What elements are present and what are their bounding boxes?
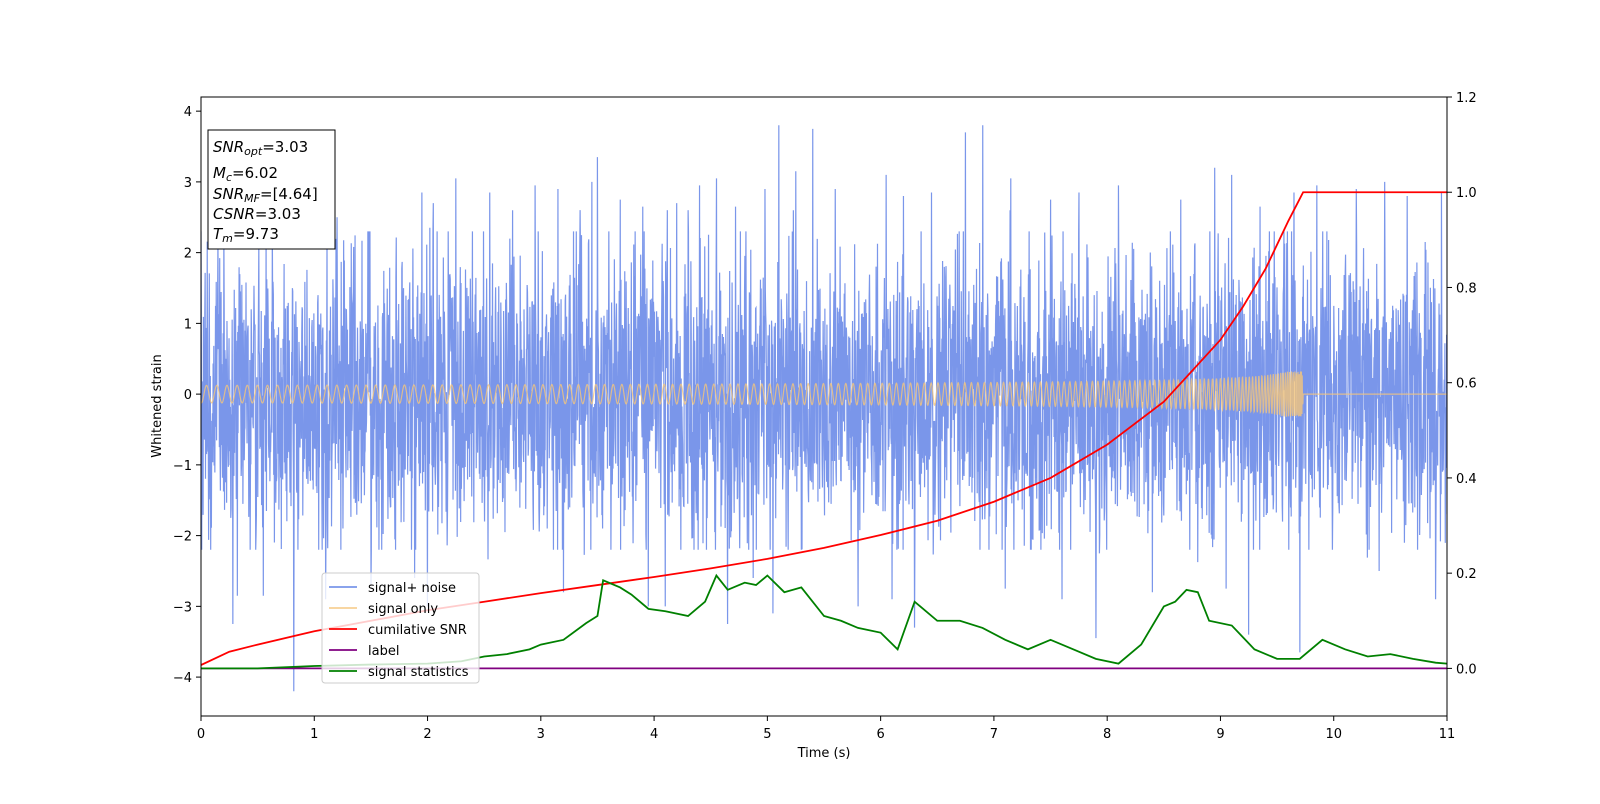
x-tick-label: 8	[1103, 727, 1111, 742]
y-tick-label: −2	[173, 530, 192, 545]
y2-tick-label: 0.0	[1456, 662, 1477, 677]
info-box: SNRopt=3.03 Mc=6.02 SNRMF=[4.64] CSNR=3.…	[207, 129, 336, 250]
y-axis-label: Whitened strain	[150, 354, 165, 457]
x-tick-label: 10	[1325, 727, 1342, 742]
info-snr-opt: SNRopt=3.03	[213, 138, 308, 158]
y-axis-right: 0.0 0.2 0.4 0.6 0.8 1.0 1.2	[1447, 91, 1477, 677]
legend: signal+ noise signal only cumilative SNR la…	[321, 572, 480, 684]
legend-label-signal-statistics: signal statistics	[368, 665, 469, 680]
series-signal-statistics-line	[201, 573, 1447, 670]
y2-tick-label: 0.8	[1456, 281, 1477, 296]
x-axis-label: Time (s)	[797, 746, 851, 761]
info-tm: Tm=9.73	[213, 225, 279, 245]
series-signal-only-line	[201, 371, 1447, 417]
y2-tick-label: 1.2	[1456, 91, 1477, 106]
x-tick-label: 5	[763, 727, 771, 742]
legend-label-cumilative-snr: cumilative SNR	[368, 623, 467, 638]
legend-label-label: label	[368, 644, 399, 659]
x-tick-label: 4	[650, 727, 658, 742]
x-tick-label: 0	[197, 727, 205, 742]
x-tick-label: 2	[423, 727, 431, 742]
info-csnr: CSNR=3.03	[213, 205, 301, 223]
y-tick-label: 3	[184, 176, 192, 191]
x-tick-label: 7	[990, 727, 998, 742]
y-tick-label: 2	[184, 247, 192, 262]
y-tick-label: 4	[184, 105, 192, 120]
info-mc: Mc=6.02	[213, 164, 278, 184]
x-tick-label: 11	[1439, 727, 1456, 742]
info-box-frame	[207, 129, 336, 250]
y2-tick-label: 1.0	[1456, 186, 1477, 201]
legend-label-signal-noise: signal+ noise	[368, 581, 456, 596]
x-tick-label: 6	[876, 727, 884, 742]
x-axis: 0 1 2 3 4 5 6 7 8 9 10 11	[197, 716, 1455, 742]
y-tick-label: −1	[173, 459, 192, 474]
y-tick-label: 0	[184, 388, 192, 403]
y2-tick-label: 0.4	[1456, 472, 1477, 487]
y2-tick-label: 0.6	[1456, 377, 1477, 392]
x-tick-label: 1	[310, 727, 318, 742]
x-tick-label: 9	[1216, 727, 1224, 742]
y-tick-label: −3	[173, 600, 192, 615]
legend-frame	[321, 572, 480, 684]
y-tick-label: −4	[173, 671, 192, 686]
plot-frame	[200, 96, 1448, 717]
y-tick-label: 1	[184, 317, 192, 332]
y2-tick-label: 0.2	[1456, 567, 1477, 582]
x-tick-label: 3	[537, 727, 545, 742]
series-signal-noise-line	[201, 125, 1447, 692]
info-snr-mf: SNRMF=[4.64]	[213, 185, 318, 205]
legend-label-signal-only: signal only	[368, 602, 438, 617]
y-axis-left: −4 −3 −2 −1 0 1 2 3 4	[173, 105, 201, 686]
